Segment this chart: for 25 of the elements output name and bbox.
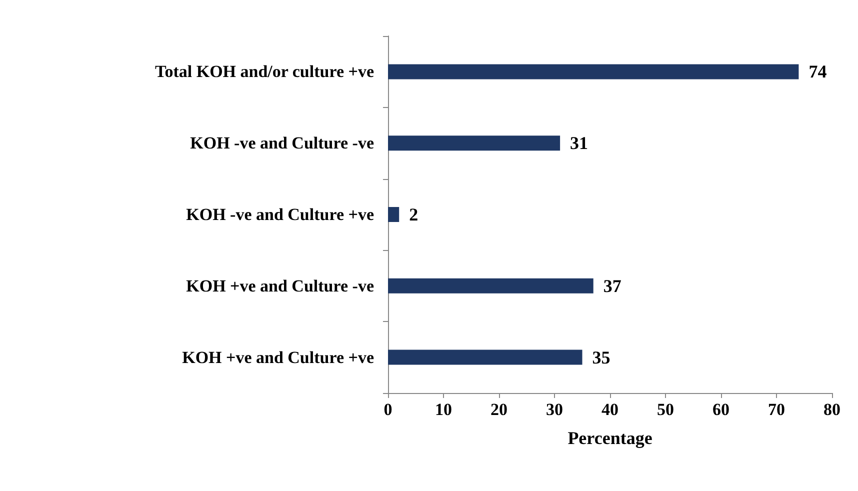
data-label: 37 (603, 276, 622, 296)
y-tick-label: KOH +ve and Culture +ve (182, 348, 374, 367)
bar (388, 64, 799, 80)
x-axis-title: Percentage (568, 428, 652, 448)
x-tick-label: 70 (768, 400, 785, 419)
x-tick-label: 20 (490, 400, 508, 419)
x-tick-label: 10 (435, 400, 452, 419)
bar (388, 278, 594, 294)
bar (388, 350, 582, 365)
x-tick-label: 50 (657, 400, 674, 419)
y-tick-label: KOH +ve and Culture -ve (186, 276, 374, 296)
bar (388, 136, 560, 151)
x-tick-label: 40 (602, 400, 618, 419)
data-label: 35 (592, 347, 610, 368)
y-tick-label: Total KOH and/or culture +ve (154, 62, 374, 82)
data-label: 2 (409, 204, 418, 224)
y-tick-label: KOH -ve and Culture -ve (190, 134, 374, 153)
data-label: 74 (808, 62, 827, 82)
bar (388, 207, 400, 222)
x-tick-label: 0 (384, 400, 392, 419)
y-tick-label: KOH -ve and Culture +ve (186, 205, 374, 224)
x-tick-label: 30 (546, 400, 563, 419)
x-tick-label: 60 (712, 400, 730, 419)
x-tick-label: 80 (824, 400, 840, 419)
data-label: 31 (570, 133, 588, 154)
